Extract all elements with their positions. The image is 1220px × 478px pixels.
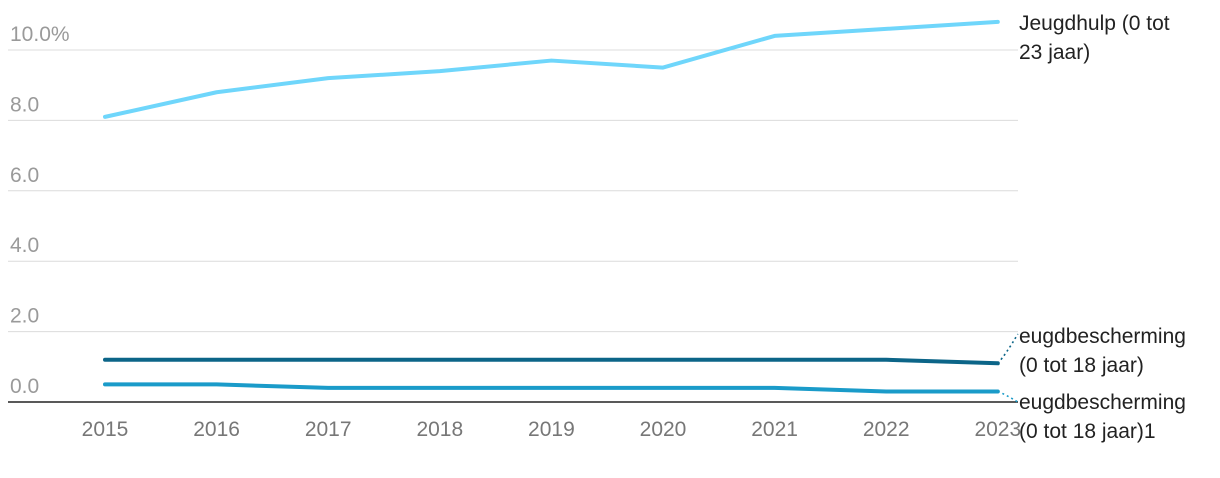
x-tick-label: 2016 <box>193 418 240 441</box>
series-labels: Jeugdhulp (0 tot 23 jaar) eugdbescherming (… <box>1019 12 1186 443</box>
x-tick-label: 2020 <box>640 418 687 441</box>
label-leader <box>997 390 1019 403</box>
grid-lines <box>8 49 1018 403</box>
x-tick-label: 2015 <box>82 418 129 441</box>
y-tick-label: 0.0 <box>10 375 39 398</box>
x-tick-label: 2018 <box>416 418 463 441</box>
x-tick-label: 2019 <box>528 418 575 441</box>
series-lines <box>103 19 1019 403</box>
y-tick-label: 10.0% <box>10 23 70 46</box>
series-label: (0 tot 18 jaar)1 <box>1019 420 1156 443</box>
series-line <box>103 19 1000 119</box>
series-label: Jeugdhulp (0 tot <box>1019 12 1170 35</box>
x-tick-label: 2022 <box>863 418 910 441</box>
series-label: (0 tot 18 jaar) <box>1019 354 1144 377</box>
x-tick-label: 2023 <box>974 418 1021 441</box>
x-tick-label: 2017 <box>305 418 352 441</box>
y-tick-label: 2.0 <box>10 305 39 328</box>
series-label: 23 jaar) <box>1019 41 1090 64</box>
y-tick-label: 8.0 <box>10 93 39 116</box>
x-axis-ticks: 2015 2016 2017 2018 2019 2020 2021 2022 2023 <box>82 418 1022 441</box>
y-axis-ticks: 0.0 2.0 4.0 6.0 8.0 10.0% <box>10 23 70 398</box>
x-tick-label: 2021 <box>751 418 798 441</box>
y-tick-label: 6.0 <box>10 164 39 187</box>
series-label: eugdbescherming <box>1019 325 1186 348</box>
series-line <box>103 357 1000 366</box>
series-label: eugdbescherming <box>1019 391 1186 414</box>
label-leader <box>997 333 1019 364</box>
y-tick-label: 4.0 <box>10 234 39 257</box>
